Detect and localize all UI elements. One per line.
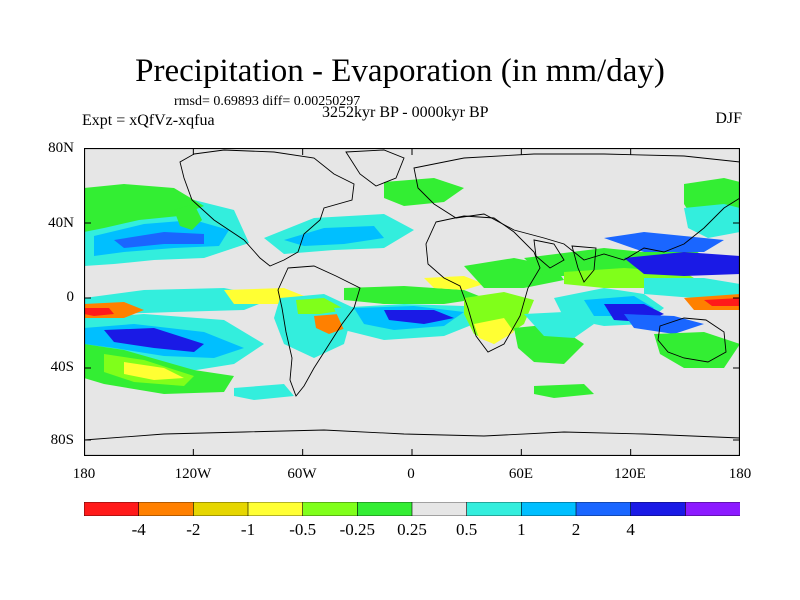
colorbar-label: 1 bbox=[517, 520, 526, 539]
colorbar-swatch bbox=[521, 502, 577, 516]
coastline bbox=[533, 239, 565, 269]
lon-label-180e: 180 bbox=[728, 466, 752, 482]
colorbar-swatch bbox=[302, 502, 358, 516]
field-n-pacific-green bbox=[84, 184, 204, 232]
coastline bbox=[657, 317, 727, 363]
colorbar-swatch bbox=[575, 502, 632, 516]
map-canvas bbox=[84, 148, 740, 456]
lat-label-0: 0 bbox=[66, 289, 75, 305]
field-sa-lgreen bbox=[296, 298, 346, 314]
colorbar-swatch bbox=[411, 502, 468, 516]
coastline bbox=[277, 265, 361, 397]
field-trop-atlantic-green bbox=[344, 286, 484, 304]
field-africa-yellow bbox=[474, 318, 514, 344]
colorbar-label: -4 bbox=[131, 520, 146, 539]
field-w-pacific-red bbox=[704, 298, 740, 306]
field-sa-orange bbox=[314, 314, 346, 334]
field-ne-asia-cyan bbox=[684, 204, 740, 238]
colorbar-label: -2 bbox=[186, 520, 201, 539]
field-australia-green bbox=[654, 332, 740, 368]
colorbar-label: -1 bbox=[240, 520, 256, 539]
field-s-ocean-green bbox=[534, 384, 594, 398]
lon-label-120w: 120W bbox=[174, 466, 212, 482]
season-label: DJF bbox=[715, 110, 742, 127]
field-indian-blue bbox=[624, 314, 704, 334]
world-map bbox=[84, 148, 740, 456]
field-n-atlantic-sky bbox=[284, 226, 384, 246]
field-na-west-green bbox=[174, 204, 202, 230]
field-s-atlantic-navy bbox=[384, 310, 454, 324]
colorbar-swatch bbox=[466, 502, 522, 516]
field-spcz-navy bbox=[104, 328, 204, 352]
field-s-pacific-yellow bbox=[124, 362, 184, 380]
colorbar-swatch bbox=[247, 502, 304, 516]
coastline bbox=[413, 153, 740, 261]
field-n-atlantic-green bbox=[384, 178, 464, 206]
colorbar-label: -0.5 bbox=[289, 520, 317, 539]
colorbar-label: 2 bbox=[571, 520, 581, 539]
period-text: 3252kyr BP - 0000kyr BP bbox=[322, 104, 489, 121]
field-w-pacific-navy bbox=[624, 252, 740, 276]
lat-label-80s: 80S bbox=[50, 432, 74, 448]
field-w-pacific-blue bbox=[604, 232, 724, 252]
colorbar-swatch bbox=[357, 502, 413, 516]
colorbar bbox=[84, 502, 740, 516]
lon-label-120e: 120E bbox=[614, 466, 646, 482]
colorbar-label: 4 bbox=[626, 520, 635, 539]
colorbar-label: -0.25 bbox=[339, 520, 376, 539]
lon-label-180w: 180 bbox=[72, 466, 96, 482]
coastline bbox=[425, 215, 541, 353]
coastline bbox=[571, 245, 597, 283]
lon-label-0: 0 bbox=[407, 466, 415, 482]
coastline bbox=[345, 149, 405, 187]
colorbar-swatch bbox=[193, 502, 249, 516]
lon-label-60e: 60E bbox=[508, 466, 534, 482]
colorbar-swatch bbox=[685, 502, 740, 516]
colorbar-swatch bbox=[138, 502, 194, 516]
lat-label-40s: 40S bbox=[50, 359, 74, 375]
field-n-pacific-blue bbox=[114, 232, 204, 248]
field-s-ocean-cyan bbox=[234, 384, 294, 400]
stats-text: rmsd= 0.69893 diff= 0.00250297 bbox=[174, 94, 361, 109]
experiment-text: Expt = xQfVz-xqfua bbox=[82, 112, 215, 129]
colorbar-label: 0.25 bbox=[397, 520, 427, 539]
coastline bbox=[84, 429, 740, 441]
field-w-pacific-cyan bbox=[644, 278, 740, 298]
map-title: Precipitation - Evaporation (in mm/day) bbox=[135, 53, 665, 89]
lat-label-80n: 80N bbox=[48, 140, 74, 156]
lon-label-60w: 60W bbox=[287, 466, 317, 482]
lat-label-40n: 40N bbox=[48, 215, 74, 231]
colorbar-label: 0.5 bbox=[456, 520, 478, 539]
coastline bbox=[179, 149, 355, 267]
field-e-pacific-red bbox=[84, 308, 114, 316]
colorbar-swatch bbox=[84, 502, 140, 516]
colorbar-swatch bbox=[630, 502, 686, 516]
